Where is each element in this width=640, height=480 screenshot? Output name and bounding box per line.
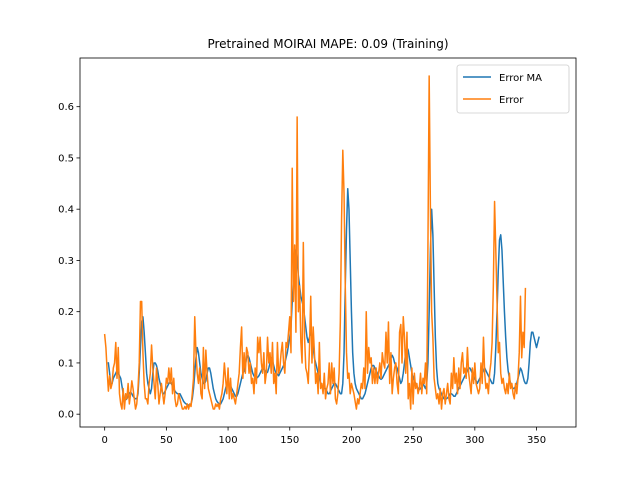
x-tick-label: 350 — [527, 435, 546, 446]
series-line-error — [103, 75, 527, 410]
y-tick-label: 0.4 — [58, 205, 74, 216]
y-tick-label: 0.1 — [58, 358, 74, 369]
y-tick-label: 0.5 — [58, 153, 74, 164]
x-tick-label: 0 — [101, 435, 107, 446]
x-tick-label: 200 — [342, 435, 361, 446]
x-tick-label: 250 — [404, 435, 423, 446]
y-tick-label: 0.6 — [58, 102, 74, 113]
y-tick-label: 0.0 — [58, 410, 74, 421]
x-axis: 0 50 100 150 200 250 300 350 — [101, 427, 546, 446]
chart-title: Pretrained MOIRAI MAPE: 0.09 (Training) — [207, 37, 448, 51]
plot-area — [103, 75, 540, 410]
x-tick-label: 50 — [160, 435, 173, 446]
x-tick-label: 300 — [465, 435, 484, 446]
legend: Error MA Error — [456, 64, 570, 114]
y-tick-label: 0.2 — [58, 307, 74, 318]
y-tick-label: 0.3 — [58, 256, 74, 267]
x-tick-label: 100 — [219, 435, 238, 446]
x-tick-label: 150 — [280, 435, 299, 446]
legend-label: Error — [499, 95, 524, 106]
legend-label: Error MA — [499, 73, 542, 84]
axes-frame — [79, 57, 577, 428]
y-axis: 0.0 0.1 0.2 0.3 0.4 0.5 0.6 — [58, 102, 80, 421]
